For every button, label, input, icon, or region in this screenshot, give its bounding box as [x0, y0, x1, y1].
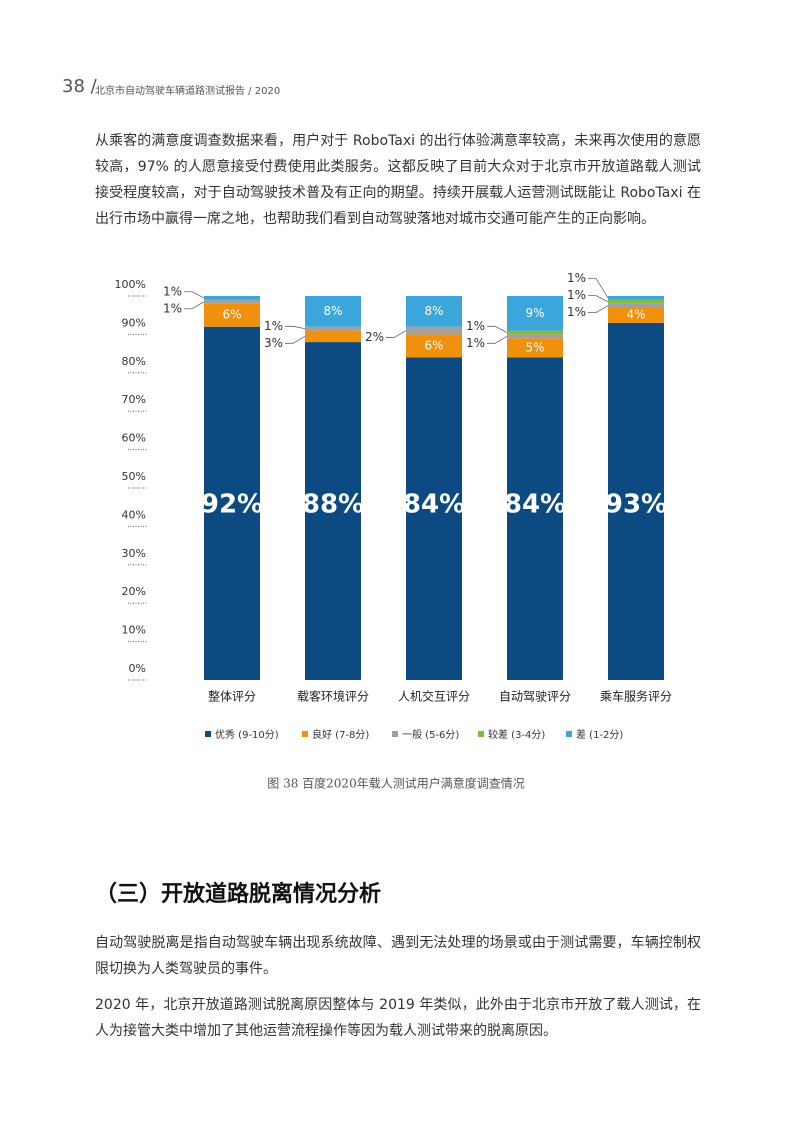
bar-segment	[406, 357, 462, 680]
legend-label: 良好 (7-8分)	[312, 728, 369, 741]
y-tick-label: 80%	[122, 355, 146, 368]
page-number: 38 /	[62, 76, 97, 97]
data-label: 5%	[525, 340, 544, 354]
bar-segment	[305, 296, 361, 327]
section-heading: （三）开放道路脱离情况分析	[95, 882, 382, 907]
legend-swatch	[392, 731, 398, 737]
x-tick-label: 载客环境评分	[297, 689, 369, 704]
legend-label: 一般 (5-6分)	[402, 728, 459, 741]
bar-segment	[305, 326, 361, 331]
x-tick-label: 乘车服务评分	[600, 689, 672, 704]
bar-segment	[507, 334, 563, 339]
leader-line	[184, 291, 205, 299]
data-label: 6%	[222, 308, 241, 322]
intro-paragraph: 从乘客的满意度调查数据来看，用户对于 RoboTaxi 的出行体验满意率较高，未…	[95, 133, 701, 227]
paragraph: 自动驾驶脱离是指自动驾驶车辆出现系统故障、遇到无法处理的场景或由于测试需要，车辆…	[95, 935, 701, 977]
data-label: 1%	[264, 319, 283, 333]
leader-line	[285, 335, 306, 344]
bar-segment	[608, 322, 664, 680]
data-label: 88%	[302, 490, 364, 520]
bar-segment	[204, 296, 260, 300]
data-label: 1%	[567, 271, 586, 285]
y-tick-label: 10%	[122, 624, 146, 637]
leader-line	[184, 301, 205, 310]
y-tick-label: 0%	[129, 662, 146, 675]
bar-segment	[406, 334, 462, 358]
y-tick-label: 70%	[122, 393, 146, 406]
data-label: 8%	[323, 304, 342, 318]
leader-line	[588, 305, 609, 313]
data-label: 84%	[403, 490, 465, 520]
x-tick-label: 自动驾驶评分	[499, 689, 571, 704]
leader-line	[588, 278, 609, 299]
bar-segment	[608, 307, 664, 323]
data-label: 1%	[466, 336, 485, 350]
legend-label: 较差 (3-4分)	[488, 728, 545, 741]
chart-caption: 图 38 百度2020年载人测试用户满意度调查情况	[267, 776, 524, 791]
data-label: 1%	[567, 305, 586, 319]
chart: 图 38 百度2020年载人测试用户满意度调查情况 0% 10% 20% 30% 40%…	[115, 271, 672, 791]
bar-segment	[507, 296, 563, 331]
y-tick-label: 30%	[122, 547, 146, 560]
leader-line	[285, 325, 306, 330]
y-tick-label: 100%	[115, 278, 146, 291]
bar-segment	[305, 330, 361, 343]
bar-segment	[204, 303, 260, 327]
y-tick-label: 20%	[122, 585, 146, 598]
data-label: 4%	[626, 308, 645, 322]
bar-segment	[608, 296, 664, 300]
legend-label: 差 (1-2分)	[576, 728, 623, 741]
header-title: 北京市自动驾驶车辆道路测试报告 / 2020	[95, 86, 281, 97]
leader-line	[386, 330, 407, 338]
x-tick-label: 人机交互评分	[398, 689, 470, 704]
legend-swatch	[566, 731, 572, 737]
data-label: 1%	[163, 301, 182, 315]
bar-segment	[608, 299, 664, 304]
bar-segment	[507, 338, 563, 358]
y-tick-label: 40%	[122, 508, 146, 521]
bar-segment	[608, 303, 664, 308]
data-label: 93%	[605, 490, 667, 520]
data-label: 3%	[264, 336, 283, 350]
data-label: 8%	[424, 304, 443, 318]
data-label: 6%	[424, 338, 443, 352]
data-label: 9%	[525, 306, 544, 320]
data-label: 1%	[466, 319, 485, 333]
bar-segment	[406, 326, 462, 335]
bar-segment	[204, 326, 260, 680]
bar-segment	[305, 342, 361, 680]
bar-segment	[406, 296, 462, 327]
data-label: 1%	[567, 288, 586, 302]
bar-segment	[204, 299, 260, 304]
bar-segment	[507, 330, 563, 335]
legend-swatch	[302, 731, 308, 737]
data-label: 2%	[365, 330, 384, 344]
legend-swatch	[478, 731, 484, 737]
y-tick-label: 60%	[122, 432, 146, 445]
data-label: 1%	[163, 284, 182, 298]
leader-line	[588, 295, 609, 303]
legend-swatch	[205, 731, 211, 737]
x-tick-label: 整体评分	[208, 689, 256, 704]
y-tick-label: 90%	[122, 316, 146, 329]
leader-line	[487, 325, 508, 333]
bar-segment	[507, 357, 563, 680]
y-tick-label: 50%	[122, 470, 146, 483]
data-label: 92%	[201, 490, 263, 520]
data-label: 84%	[504, 490, 566, 520]
leader-line	[487, 335, 508, 344]
legend-label: 优秀 (9-10分)	[215, 728, 279, 741]
paragraph: 2020 年，北京开放道路测试脱离原因整体与 2019 年类似，此外由于北京市开…	[95, 997, 701, 1039]
